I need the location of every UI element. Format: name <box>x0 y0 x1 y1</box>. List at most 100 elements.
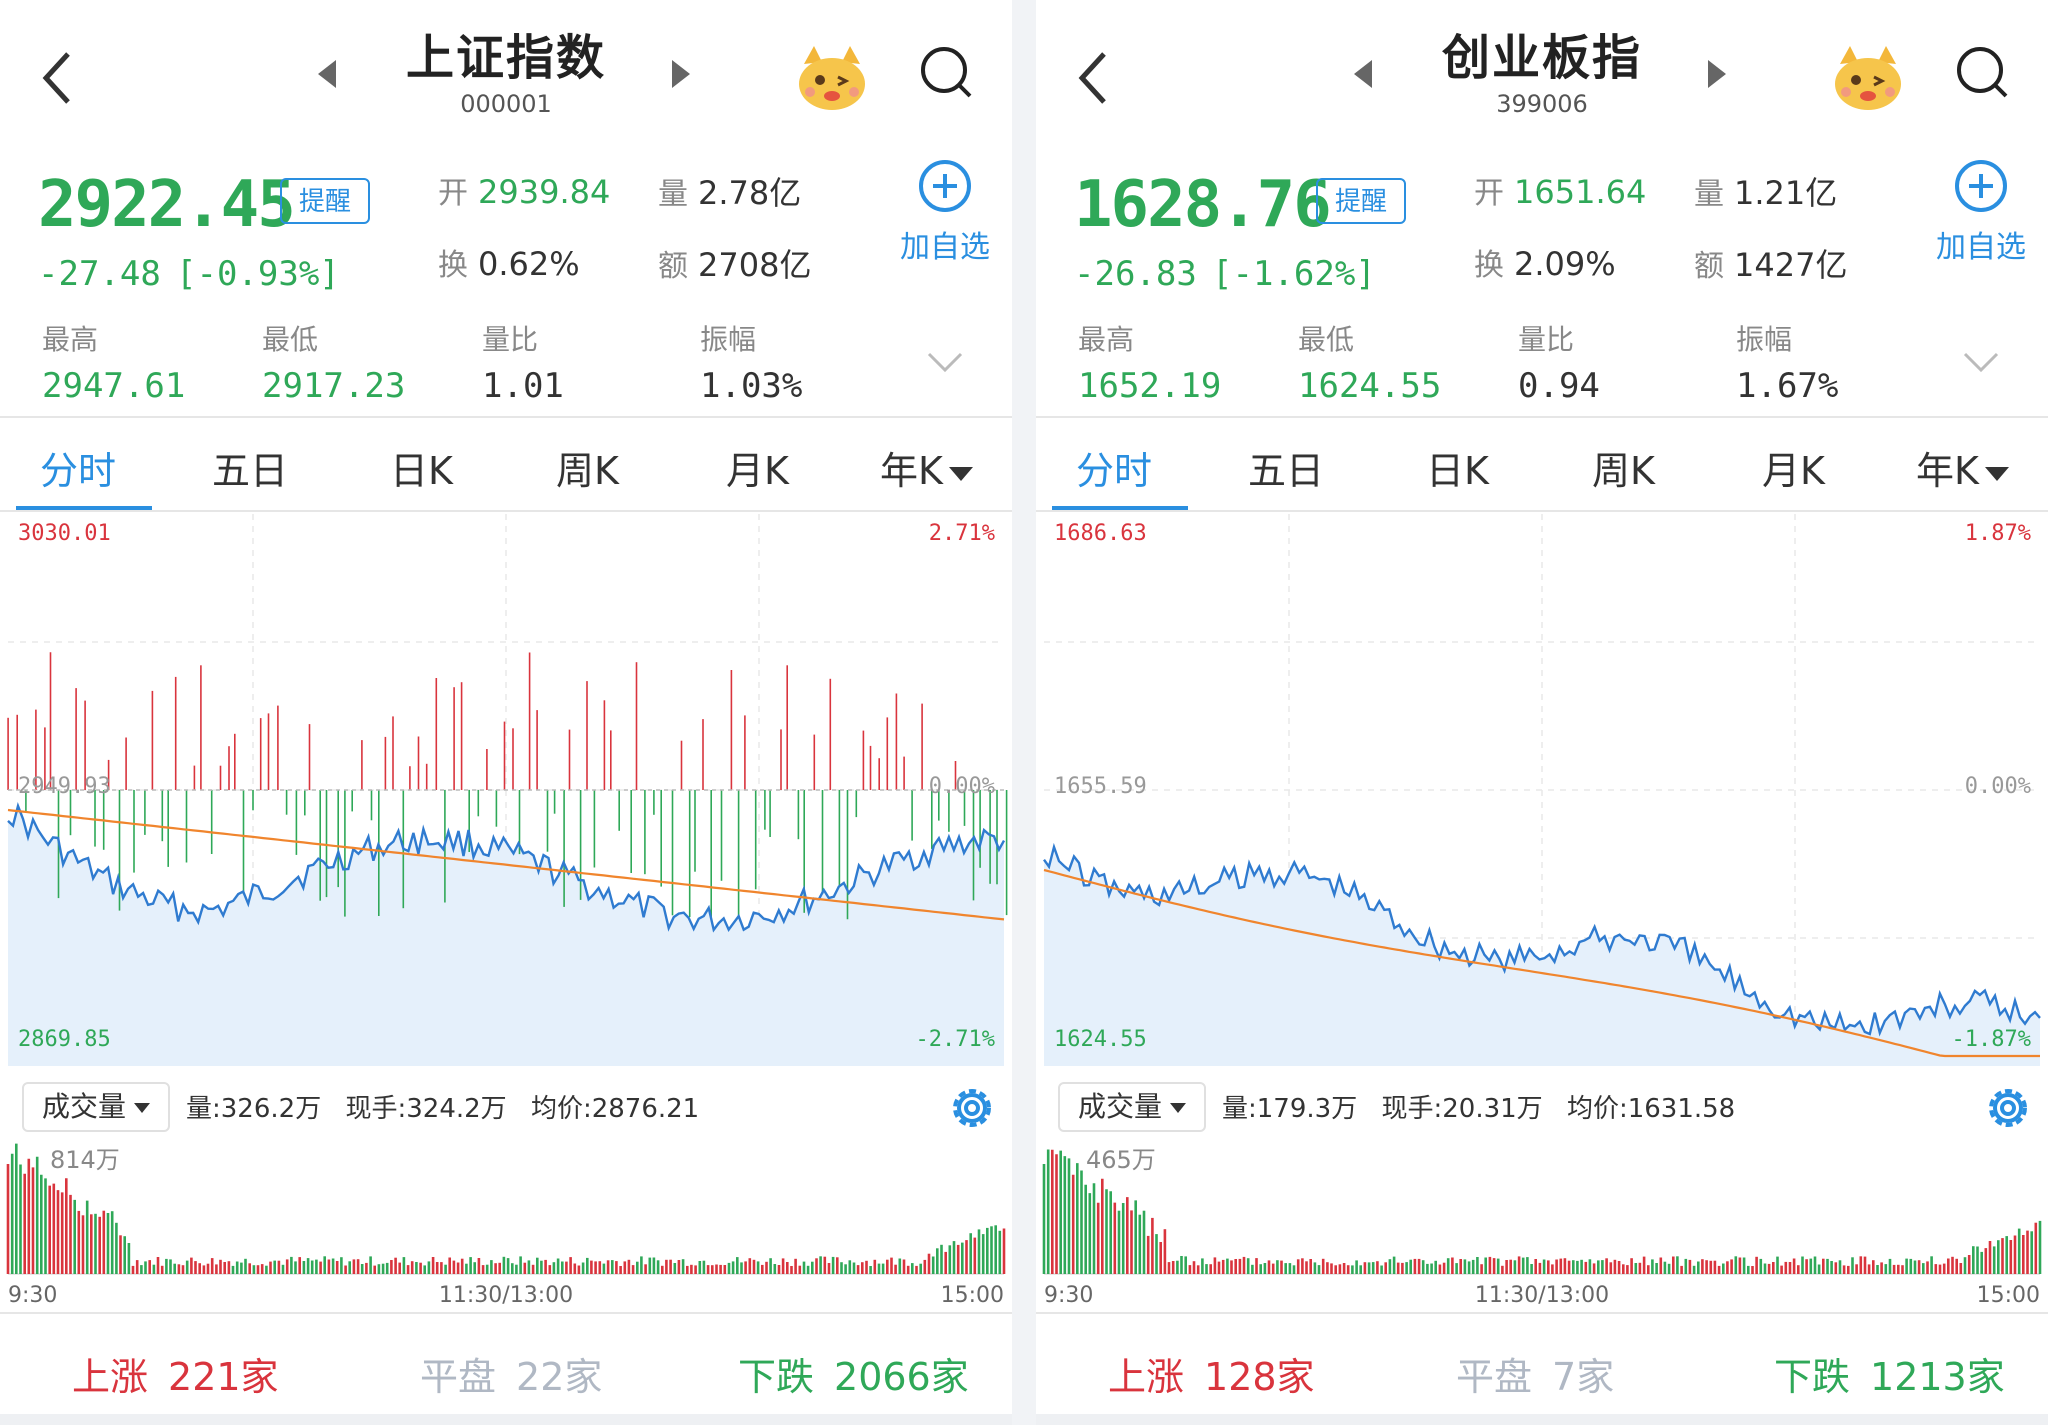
intraday-chart[interactable]: 1686.63 1.87% 1655.59 0.00% 1624.55 -1.8… <box>1036 510 2048 1070</box>
market-breadth: 上涨 128家 平盘 7家 下跌 1213家 <box>1036 1318 2048 1418</box>
tab-monthly-k[interactable]: 月K <box>726 449 789 493</box>
volume-max-label: 814万 <box>50 1146 120 1174</box>
advancers: 上涨 128家 <box>1108 1355 1315 1399</box>
price-area <box>8 805 1004 1066</box>
chart-min-label: 2869.85 <box>18 1027 111 1052</box>
intraday-chart[interactable]: 3030.01 2.71% 2949.93 0.00% 2869.85 -2.7… <box>0 510 1012 1070</box>
tab-five-day[interactable]: 五日 <box>212 449 289 493</box>
divider <box>1036 416 2048 418</box>
active-tab-indicator <box>1052 506 1188 512</box>
high-value: 2947.61 <box>42 366 186 406</box>
dropdown-triangle-icon <box>1984 466 2009 481</box>
chevron-down-icon[interactable] <box>925 348 965 378</box>
volume-info: 量:326.2万 现手:324.2万 均价:2876.21 <box>186 1088 715 1125</box>
chart-min-label: 1624.55 <box>1054 1027 1147 1052</box>
volume-max-label: 465万 <box>1086 1146 1156 1174</box>
tab-five-day[interactable]: 五日 <box>1248 449 1325 493</box>
tab-weekly-k[interactable]: 周K <box>1592 449 1655 493</box>
chart-max-pct: 2.71% <box>929 521 995 546</box>
tab-weekly-k[interactable]: 周K <box>556 449 619 493</box>
tab-intraday[interactable]: 分时 <box>1076 449 1153 493</box>
volume-stat: 量 1.21亿 <box>1694 174 1838 212</box>
price-area <box>1044 847 2040 1066</box>
ratio-value: 0.94 <box>1518 366 1600 406</box>
volume-bars <box>1042 1149 2042 1275</box>
chart-prev-close: 1655.59 <box>1054 774 1147 799</box>
volume-stat: 量 2.78亿 <box>658 174 802 212</box>
indicator-select[interactable]: 成交量 <box>22 1082 170 1132</box>
prev-index-icon[interactable] <box>1354 60 1372 88</box>
volume-info: 量:179.3万 现手:20.31万 均价:1631.58 <box>1222 1088 1751 1125</box>
amplitude-value: 1.67% <box>1736 366 1839 406</box>
current-price: 1628.76 <box>1074 168 1332 242</box>
turnover-stat: 换 0.62% <box>438 245 580 283</box>
gear-icon[interactable] <box>1982 1082 2034 1134</box>
tab-yearly-k[interactable]: 年K <box>1916 440 2009 495</box>
next-index-icon[interactable] <box>672 60 690 88</box>
back-icon[interactable] <box>1074 48 1114 108</box>
page-title: 创业板指 <box>1441 30 1642 86</box>
average-price: 均价:2876.21 <box>530 1094 700 1124</box>
tab-monthly-k[interactable]: 月K <box>1762 449 1825 493</box>
tab-intraday[interactable]: 分时 <box>40 449 117 493</box>
high-label: 最高 <box>42 323 99 356</box>
ratio-label: 量比 <box>482 323 539 356</box>
unchanged: 平盘 22家 <box>420 1355 603 1399</box>
bottom-bar <box>0 1414 1012 1425</box>
unchanged: 平盘 7家 <box>1456 1355 1615 1399</box>
chart-plot <box>1043 514 2041 1066</box>
search-icon[interactable] <box>918 44 974 100</box>
low-value: 1624.55 <box>1298 366 1442 406</box>
turnover-stat: 换 2.09% <box>1474 245 1616 283</box>
price-change: -27.48 <box>38 254 161 294</box>
add-watchlist-button[interactable]: 加自选 <box>1926 150 2036 280</box>
tab-daily-k[interactable]: 日K <box>1426 449 1489 493</box>
active-tab-indicator <box>16 506 152 512</box>
ratio-value: 1.01 <box>482 366 564 406</box>
decliners: 下跌 1213家 <box>1774 1355 2005 1399</box>
remind-button[interactable]: 提醒 <box>280 178 370 224</box>
indicator-select[interactable]: 成交量 <box>1058 1082 1206 1132</box>
price-change: -26.83 <box>1074 254 1197 294</box>
divider <box>1036 510 2048 512</box>
chart-max-label: 1686.63 <box>1054 521 1147 546</box>
mascot-icon[interactable] <box>796 44 868 112</box>
volume-chart: 465万 9:30 11:30/13:00 15:00 <box>1042 1146 2042 1308</box>
price-change-pct: [-0.93%] <box>176 254 340 294</box>
volume-current: 现手:20.31万 <box>1381 1094 1543 1124</box>
high-value: 1652.19 <box>1078 366 1222 406</box>
amount-stat: 额 2708亿 <box>658 246 812 284</box>
chart-prev-close: 2949.93 <box>18 774 111 799</box>
plus-circle-icon <box>919 160 971 212</box>
prev-index-icon[interactable] <box>318 60 336 88</box>
volume-bars <box>6 1143 1006 1275</box>
panel-shanghai-index: 上证指数 000001 2922.45 提醒 -27.48 [-0.93%] 开… <box>0 0 1012 1425</box>
chevron-down-icon[interactable] <box>1961 348 2001 378</box>
chart-tabs: 分时 五日 日K 周K 月K 年K <box>1036 420 2048 512</box>
remind-button[interactable]: 提醒 <box>1316 178 1406 224</box>
time-label-open: 9:30 <box>1044 1283 1093 1308</box>
gear-icon[interactable] <box>946 1082 998 1134</box>
open-stat: 开 2939.84 <box>438 173 611 211</box>
panel-chinext-index: 创业板指 399006 1628.76 提醒 -26.83 [-1.62%] 开… <box>1036 0 2048 1425</box>
header: 上证指数 000001 <box>0 0 1012 150</box>
divider <box>0 510 1012 512</box>
volume-total: 量:179.3万 <box>1222 1094 1358 1124</box>
mascot-icon[interactable] <box>1832 44 1904 112</box>
chart-max-label: 3030.01 <box>18 521 111 546</box>
amplitude-label: 振幅 <box>700 323 757 356</box>
divider <box>0 416 1012 418</box>
search-icon[interactable] <box>1954 44 2010 100</box>
next-index-icon[interactable] <box>1708 60 1726 88</box>
price-line <box>1043 842 2041 1037</box>
tab-yearly-k[interactable]: 年K <box>880 440 973 495</box>
add-watchlist-button[interactable]: 加自选 <box>890 150 1000 280</box>
chart-zero-pct: 0.00% <box>1965 774 2031 799</box>
volume-total: 量:326.2万 <box>186 1094 322 1124</box>
volume-chart: 814万 9:30 11:30/13:00 15:00 <box>6 1143 1006 1308</box>
low-label: 最低 <box>1298 323 1355 356</box>
tab-daily-k[interactable]: 日K <box>390 449 453 493</box>
back-icon[interactable] <box>38 48 78 108</box>
chart-zero-pct: 0.00% <box>929 774 995 799</box>
amplitude-label: 振幅 <box>1736 323 1793 356</box>
